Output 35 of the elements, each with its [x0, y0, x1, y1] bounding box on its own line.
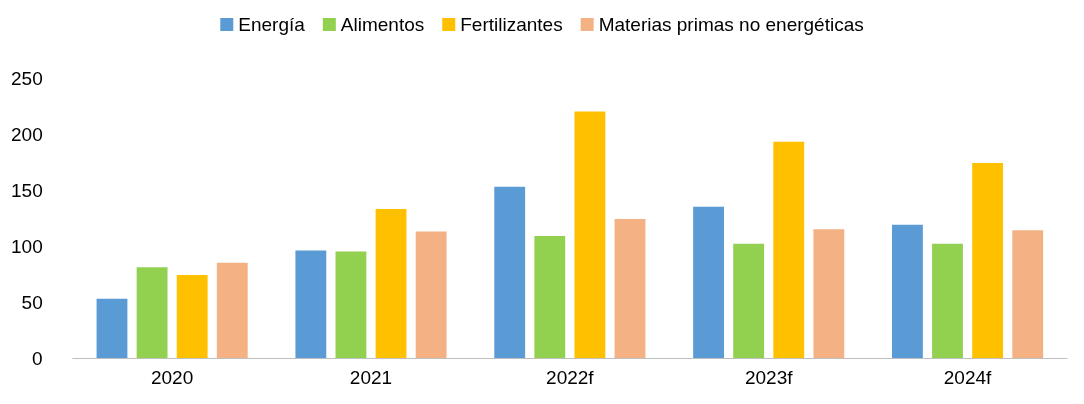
y-tick-label: 200: [11, 123, 43, 145]
bar: [892, 224, 923, 358]
y-tick-label: 150: [11, 179, 43, 201]
x-tick-label: 2020: [150, 367, 194, 388]
bar: [216, 262, 248, 358]
bar: [773, 141, 805, 358]
bar: [295, 250, 327, 358]
y-tick-label: 0: [32, 347, 43, 369]
legend-label: Materias primas no energéticas: [598, 14, 864, 35]
bar: [335, 251, 367, 358]
bar: [1012, 230, 1044, 358]
legend-label: Alimentos: [340, 14, 425, 35]
legend-label: Fertilizantes: [460, 14, 563, 35]
y-tick-label: 100: [11, 235, 43, 257]
bar: [494, 186, 526, 358]
bar: [693, 206, 724, 358]
x-tick-label: 2023f: [744, 367, 794, 388]
bar: [96, 298, 128, 358]
bar: [375, 209, 407, 358]
legend-label: Energía: [238, 14, 306, 35]
bar: [733, 243, 765, 358]
bar: [136, 267, 168, 358]
x-tick-label: 2024f: [943, 367, 993, 388]
bar: [534, 235, 566, 358]
bar: [415, 231, 447, 358]
x-tick-label: 2022f: [546, 367, 595, 388]
bar: [932, 243, 963, 358]
bar: [574, 111, 606, 358]
x-tick-label: 2021: [349, 367, 393, 388]
y-tick-label: 250: [11, 67, 43, 89]
y-tick-label: 50: [21, 291, 43, 313]
bar: [813, 229, 845, 358]
bar: [614, 219, 646, 358]
bar: [972, 163, 1004, 358]
bar: [176, 275, 208, 358]
